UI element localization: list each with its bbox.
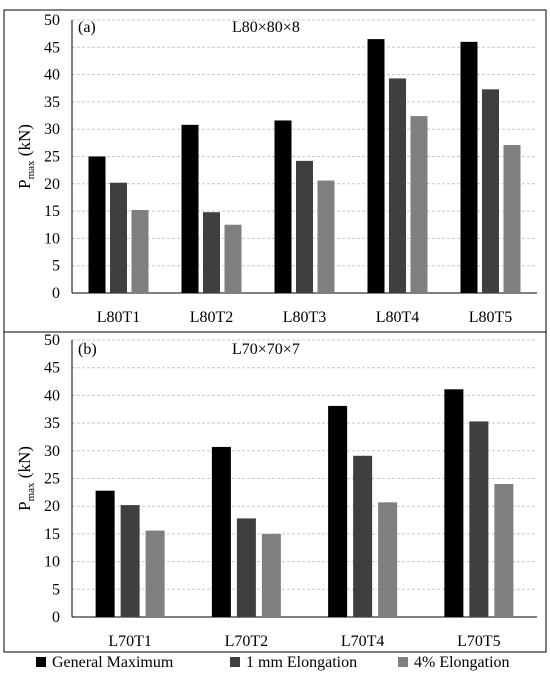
x-tick-label: L70T1 (108, 633, 152, 650)
x-tick-label: L80T5 (469, 309, 513, 326)
y-tick-label: 10 (44, 554, 60, 571)
bar (367, 39, 385, 293)
y-tick-label: 0 (52, 285, 60, 302)
y-tick-label: 50 (44, 12, 60, 29)
legend-item: 1 mm Elongation (230, 654, 357, 671)
bar (203, 212, 220, 293)
legend-swatch (230, 657, 240, 667)
legend: General Maximum 1 mm Elongation 4% Elongat… (36, 654, 510, 671)
y-axis-label-unit: (kN) (15, 124, 34, 160)
bar (494, 484, 514, 617)
y-tick-label: 10 (44, 230, 60, 247)
y-axis-label-unit: (kN) (15, 446, 34, 482)
bar (469, 421, 489, 617)
panel-a-chart: 0 5 10 15 20 25 30 35 40 45 50 Pmax (kN) (a) L80×80×8… (3, 9, 547, 333)
bar (353, 455, 373, 617)
bar (410, 116, 428, 293)
x-tick-label: L80T1 (97, 309, 141, 326)
y-tick-label: 20 (44, 498, 60, 515)
panel-label: (a) (78, 19, 96, 36)
y-tick-label: 45 (44, 39, 60, 56)
bar (145, 530, 165, 617)
y-tick-label: 30 (44, 121, 60, 138)
legend-label: 1 mm Elongation (246, 654, 357, 671)
bar (236, 518, 256, 617)
bar (224, 224, 242, 293)
bar (261, 533, 281, 617)
x-tick-label: L80T3 (283, 309, 327, 326)
panel-title: L70×70×7 (232, 341, 300, 358)
y-axis-label-main: P (15, 501, 34, 510)
bar (503, 145, 521, 293)
bar (211, 446, 231, 617)
x-tick-label: L70T2 (225, 633, 269, 650)
y-tick-label: 40 (44, 67, 60, 84)
y-axis-label: Pmax (kN) (15, 446, 37, 511)
y-axis-label-subscript: max (25, 482, 37, 501)
y-tick-label: 50 (44, 332, 60, 349)
bar (131, 210, 149, 293)
legend-label: General Maximum (52, 654, 174, 671)
panel-title: L80×80×8 (232, 19, 300, 36)
y-tick-label: 0 (52, 609, 60, 626)
panel-border (3, 331, 547, 653)
legend-swatch (36, 657, 46, 667)
y-tick-label: 5 (52, 581, 60, 598)
y-tick-label: 35 (44, 415, 60, 432)
panel-label: (b) (78, 341, 97, 358)
legend-swatch (398, 657, 408, 667)
y-axis-label: Pmax (kN) (15, 124, 37, 189)
y-tick-label: 45 (44, 360, 60, 377)
bar (296, 160, 313, 293)
x-tick-label: L80T4 (376, 309, 420, 326)
legend-label: 4% Elongation (414, 654, 510, 671)
bar (328, 405, 348, 617)
y-axis-label-subscript: max (25, 160, 37, 179)
x-tick-label: L70T5 (457, 633, 501, 650)
bar (389, 78, 406, 293)
y-tick-label: 20 (44, 176, 60, 193)
y-tick-label: 5 (52, 258, 60, 275)
bar (274, 120, 292, 294)
y-tick-label: 40 (44, 387, 60, 404)
legend-item: 4% Elongation (398, 654, 510, 671)
bar (181, 124, 199, 293)
bar (88, 156, 106, 293)
bar (378, 502, 398, 617)
bar (120, 505, 140, 617)
bar (460, 41, 478, 294)
bar (110, 182, 127, 293)
bar (95, 490, 115, 617)
bar (317, 180, 335, 293)
y-tick-label: 15 (44, 203, 60, 220)
y-tick-label: 30 (44, 443, 60, 460)
y-tick-label: 15 (44, 526, 60, 543)
y-tick-label: 25 (44, 149, 60, 166)
bar (482, 89, 499, 293)
y-tick-label: 35 (44, 94, 60, 111)
y-axis-label-main: P (15, 179, 34, 188)
y-tick-label: 25 (44, 471, 60, 488)
legend-item: General Maximum (36, 654, 174, 671)
x-tick-label: L70T4 (341, 633, 385, 650)
panel-b-chart: 0 5 10 15 20 25 30 35 40 45 50 Pmax (kN) (b) L70×70×7… (3, 331, 547, 653)
bar (444, 389, 464, 617)
x-tick-label: L80T2 (190, 309, 234, 326)
